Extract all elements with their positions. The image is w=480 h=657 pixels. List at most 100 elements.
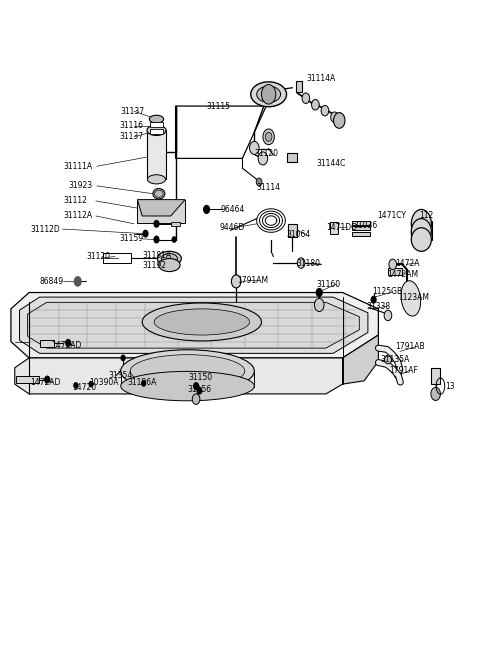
Circle shape (121, 355, 125, 361)
Circle shape (262, 85, 276, 104)
Text: 31064: 31064 (287, 231, 311, 239)
Text: 31156: 31156 (188, 385, 212, 394)
Ellipse shape (251, 82, 287, 106)
Text: 31120: 31120 (86, 252, 110, 261)
Bar (150, 122, 163, 127)
Circle shape (331, 112, 338, 122)
Circle shape (172, 237, 176, 242)
Ellipse shape (157, 251, 181, 265)
Text: 31114: 31114 (257, 183, 281, 193)
Circle shape (154, 237, 159, 243)
Text: 96464: 96464 (221, 205, 245, 214)
Text: 31112A: 31112A (63, 212, 93, 221)
Circle shape (297, 258, 305, 268)
Text: 31196A: 31196A (128, 378, 157, 387)
Ellipse shape (120, 350, 254, 392)
Circle shape (74, 277, 81, 286)
Circle shape (263, 129, 275, 145)
Circle shape (89, 382, 93, 387)
Circle shape (45, 376, 49, 383)
Bar (352, 232, 370, 236)
Bar (150, 129, 163, 134)
Text: 1472AM: 1472AM (387, 270, 418, 279)
Ellipse shape (154, 309, 250, 335)
Bar (296, 81, 302, 92)
Ellipse shape (149, 115, 164, 123)
Circle shape (154, 221, 159, 227)
Text: 31180: 31180 (296, 259, 320, 267)
Text: 1471DC: 1471DC (326, 223, 356, 232)
Text: 31923: 31923 (68, 181, 92, 191)
Circle shape (250, 141, 259, 154)
Text: 1125GB: 1125GB (372, 287, 403, 296)
Text: 31135A: 31135A (381, 355, 410, 365)
Text: 31159: 31159 (120, 235, 144, 243)
Text: 1123AM: 1123AM (398, 292, 430, 302)
Text: 86849: 86849 (39, 277, 64, 286)
Circle shape (321, 105, 329, 116)
Circle shape (197, 388, 202, 394)
Text: 14720: 14720 (72, 383, 96, 392)
Circle shape (192, 394, 200, 405)
Circle shape (431, 388, 441, 401)
Ellipse shape (147, 125, 166, 135)
Circle shape (384, 310, 392, 321)
Circle shape (233, 277, 240, 286)
Polygon shape (15, 358, 343, 394)
Circle shape (314, 298, 324, 311)
Polygon shape (137, 200, 185, 216)
Circle shape (312, 99, 319, 110)
Text: 31112: 31112 (63, 196, 87, 206)
Text: 1471CY: 1471CY (377, 212, 407, 221)
Text: 10390A: 10390A (90, 378, 119, 387)
Circle shape (265, 132, 272, 141)
Text: 112: 112 (419, 212, 433, 221)
Text: 1791AF: 1791AF (389, 366, 418, 375)
Ellipse shape (161, 254, 178, 263)
Text: 31338: 31338 (366, 302, 391, 311)
Circle shape (258, 152, 268, 165)
Circle shape (316, 288, 322, 296)
Polygon shape (11, 292, 378, 358)
Polygon shape (28, 302, 360, 348)
Text: 31192: 31192 (142, 261, 166, 270)
Circle shape (143, 231, 148, 237)
Text: 31112D: 31112D (30, 225, 60, 233)
Ellipse shape (155, 190, 163, 197)
Polygon shape (20, 297, 368, 353)
Text: 31120: 31120 (254, 148, 278, 158)
Text: 31036: 31036 (354, 221, 378, 230)
Bar (330, 222, 338, 234)
Text: 1472AD: 1472AD (30, 378, 60, 387)
Text: 1472A: 1472A (395, 259, 420, 267)
Text: 31137: 31137 (120, 107, 145, 116)
Circle shape (231, 275, 241, 288)
Text: 13: 13 (445, 382, 455, 390)
Circle shape (74, 383, 78, 388)
Bar (352, 227, 370, 231)
Circle shape (334, 112, 345, 128)
Bar (137, 200, 185, 223)
Bar (388, 268, 402, 275)
Circle shape (204, 206, 209, 214)
Circle shape (154, 116, 159, 122)
Polygon shape (343, 335, 378, 384)
Text: 9446D: 9446D (219, 223, 244, 232)
Text: 31115: 31115 (206, 102, 230, 110)
Text: 1472AD: 1472AD (51, 341, 82, 350)
Bar (39, 340, 54, 347)
Ellipse shape (147, 175, 166, 184)
Text: 31150: 31150 (189, 373, 213, 382)
Ellipse shape (153, 189, 165, 199)
Ellipse shape (384, 356, 392, 364)
Circle shape (142, 381, 145, 386)
Circle shape (194, 383, 199, 390)
Ellipse shape (130, 355, 245, 388)
Ellipse shape (158, 258, 180, 271)
Ellipse shape (120, 371, 254, 401)
Ellipse shape (401, 281, 420, 316)
Circle shape (389, 259, 396, 269)
Text: 1791AM: 1791AM (237, 275, 268, 284)
Text: 31137: 31137 (120, 132, 144, 141)
Ellipse shape (257, 86, 281, 102)
